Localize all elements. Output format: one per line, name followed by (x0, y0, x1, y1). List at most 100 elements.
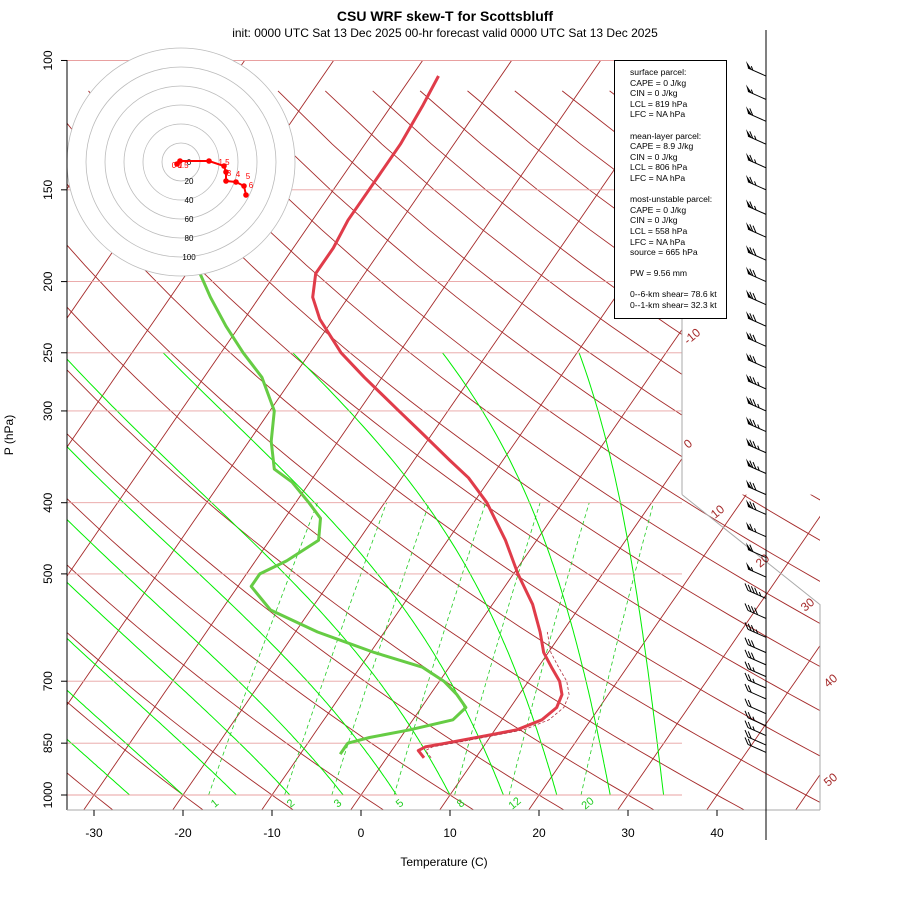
isotherm-line (261, 60, 779, 810)
wind-barb (744, 622, 767, 638)
moist-adiabat-line (67, 738, 130, 796)
info-line: LFC = NA hPa (630, 109, 686, 120)
hodograph-height-label: 1.5 (218, 158, 230, 167)
wind-barb (746, 222, 767, 238)
y-tick-label: 200 (41, 271, 55, 291)
dry-adiabat-line (230, 90, 820, 541)
wind-barb (746, 266, 767, 283)
moist-adiabat-line (442, 352, 611, 796)
moist-adiabat-line (578, 352, 665, 796)
dry-adiabat-line (277, 90, 820, 501)
dry-adiabat-line (67, 306, 746, 810)
y-tick-label: 500 (41, 564, 55, 584)
info-line: LCL = 558 hPa (630, 225, 688, 236)
info-line: CIN = 0 J/kg (630, 88, 678, 99)
x-axis-label: Temperature (C) (400, 855, 487, 869)
x-tick-label: 40 (710, 826, 724, 840)
dry-adiabat-line (67, 244, 820, 803)
hodograph-ring (142, 123, 220, 201)
moist-adiabat-line (67, 689, 184, 796)
hodograph-point (177, 158, 183, 164)
dry-adiabat-line (67, 433, 565, 810)
wind-barb (746, 174, 767, 191)
wind-barb (744, 583, 767, 599)
wind-barb (746, 479, 767, 496)
x-tick-label: 30 (621, 826, 635, 840)
dry-adiabat-line (67, 369, 655, 810)
y-axis-label: P (hPa) (2, 415, 16, 455)
hodograph-ring (123, 104, 239, 220)
wind-barb (746, 152, 767, 169)
isotherm-line (83, 60, 601, 810)
chart-subtitle: init: 0000 UTC Sat 13 Dec 2025 00-hr for… (232, 26, 658, 40)
info-line: LCL = 819 hPa (630, 98, 688, 109)
wind-barb (744, 603, 767, 619)
info-line: CIN = 0 J/kg (630, 151, 678, 162)
info-line: CAPE = 0 J/kg (630, 204, 687, 215)
y-tick-label: 400 (41, 492, 55, 512)
wind-barb (744, 698, 767, 715)
wind-barb (746, 84, 767, 100)
wind-barb (746, 542, 767, 558)
wind-barb (746, 245, 767, 261)
wind-barb (746, 437, 767, 454)
wind-barb (746, 499, 767, 515)
y-tick-label: 300 (41, 401, 55, 421)
parcel-trace (424, 631, 570, 759)
wind-barb (746, 289, 767, 306)
isotherm-line (350, 128, 820, 810)
y-tick-label: 100 (41, 50, 55, 70)
hodograph-height-label: 0.5 (177, 161, 189, 170)
wind-barb (744, 661, 767, 678)
wind-barb (746, 458, 767, 474)
x-tick-label: 0 (358, 826, 365, 840)
wind-barb (746, 373, 767, 390)
wind-barb (746, 521, 767, 538)
info-line: 0--6-km shear= 78.6 kt (630, 289, 717, 300)
wind-barb (744, 729, 767, 746)
dry-adiabat-line (135, 90, 820, 624)
wind-barb (746, 311, 767, 327)
info-line: surface parcel: (630, 67, 687, 77)
dry-adiabat-line (88, 90, 820, 668)
dry-adiabat-line (182, 90, 820, 582)
x-tick-label: 10 (443, 826, 457, 840)
moist-adiabat-line (67, 445, 398, 796)
info-line: LCL = 806 hPa (630, 162, 688, 173)
hodograph-point (223, 178, 229, 184)
hodograph-point (221, 163, 227, 169)
hodograph-height-label: 6 (249, 181, 254, 190)
wind-barb (746, 562, 767, 578)
wind-barb (746, 352, 767, 369)
hodograph-height-label: 3 (227, 169, 232, 178)
hodograph-ring-label: 100 (182, 253, 196, 262)
info-line: LFC = NA hPa (630, 236, 686, 247)
wind-barb (744, 683, 767, 700)
wind-barb (744, 710, 767, 727)
dry-adiabat-line (324, 90, 820, 462)
info-pw: PW = 9.56 mm (630, 268, 688, 279)
info-line: CIN = 0 J/kg (630, 215, 678, 226)
hodograph-ring-label: 0 (187, 158, 192, 167)
dry-adiabat-line (67, 701, 204, 810)
skewt-background-lines (67, 60, 820, 810)
wind-barb (746, 199, 767, 215)
dry-adiabat-line (67, 564, 385, 810)
hodograph-ring (85, 66, 277, 258)
info-line: 0--1-km shear= 32.3 kt (630, 300, 717, 311)
moist-adiabat-line (67, 581, 291, 796)
wind-barb (746, 129, 767, 145)
dry-adiabat-line (67, 498, 475, 810)
y-tick-label: 850 (41, 733, 55, 753)
dry-adiabat-line (67, 122, 820, 712)
hodograph-point (241, 183, 247, 189)
hodograph-ring-label: 40 (185, 196, 194, 205)
hodograph-ring-label: 80 (185, 234, 194, 243)
hodograph-point (233, 179, 239, 185)
x-tick-label: -10 (263, 826, 281, 840)
hodograph-point (206, 158, 212, 164)
y-tick-label: 250 (41, 342, 55, 362)
hodograph-ring-label: 60 (185, 215, 194, 224)
info-line: LFC = NA hPa (630, 172, 686, 183)
